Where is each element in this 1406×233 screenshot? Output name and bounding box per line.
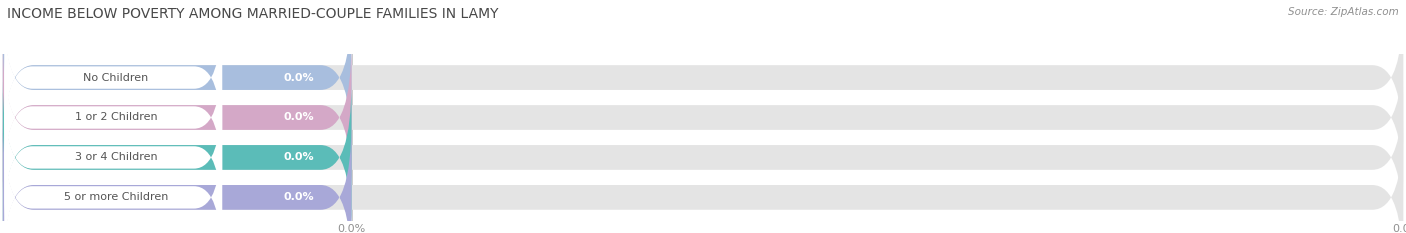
- FancyBboxPatch shape: [3, 122, 352, 233]
- FancyBboxPatch shape: [3, 42, 352, 193]
- FancyBboxPatch shape: [4, 89, 222, 226]
- FancyBboxPatch shape: [4, 129, 222, 233]
- Text: 0.0%: 0.0%: [284, 72, 314, 82]
- Text: 1 or 2 Children: 1 or 2 Children: [75, 113, 157, 123]
- FancyBboxPatch shape: [3, 42, 1403, 193]
- Text: 3 or 4 Children: 3 or 4 Children: [75, 152, 157, 162]
- Text: No Children: No Children: [83, 72, 149, 82]
- Text: Source: ZipAtlas.com: Source: ZipAtlas.com: [1288, 7, 1399, 17]
- Text: 0.0%: 0.0%: [284, 152, 314, 162]
- Text: 5 or more Children: 5 or more Children: [63, 192, 169, 202]
- FancyBboxPatch shape: [3, 2, 1403, 153]
- Text: 0.0%: 0.0%: [284, 113, 314, 123]
- FancyBboxPatch shape: [3, 122, 1403, 233]
- FancyBboxPatch shape: [3, 82, 1403, 233]
- FancyBboxPatch shape: [4, 49, 222, 186]
- FancyBboxPatch shape: [3, 82, 352, 233]
- FancyBboxPatch shape: [3, 2, 352, 153]
- Text: 0.0%: 0.0%: [284, 192, 314, 202]
- Text: INCOME BELOW POVERTY AMONG MARRIED-COUPLE FAMILIES IN LAMY: INCOME BELOW POVERTY AMONG MARRIED-COUPL…: [7, 7, 499, 21]
- FancyBboxPatch shape: [4, 9, 222, 146]
